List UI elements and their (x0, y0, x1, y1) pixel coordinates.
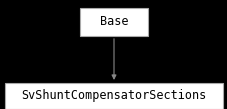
Text: Base: Base (99, 15, 128, 28)
FancyBboxPatch shape (5, 83, 222, 109)
FancyBboxPatch shape (79, 8, 148, 36)
Text: SvShuntCompensatorSections: SvShuntCompensatorSections (21, 89, 206, 102)
